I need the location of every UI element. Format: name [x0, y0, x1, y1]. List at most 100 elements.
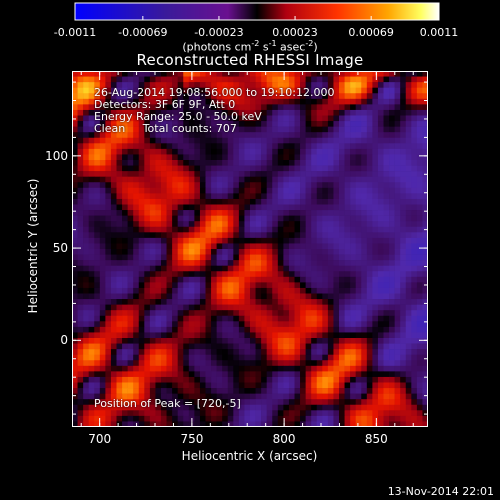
- image-pixel: [233, 415, 240, 422]
- image-pixel: [122, 237, 128, 244]
- image-pixel: [400, 237, 407, 244]
- image-pixel: [366, 154, 373, 161]
- image-pixel: [194, 126, 201, 133]
- image-pixel: [377, 82, 384, 88]
- image-pixel: [416, 148, 423, 155]
- image-pixel: [283, 71, 290, 77]
- image-pixel: [222, 299, 229, 305]
- image-pixel: [199, 410, 206, 417]
- image-pixel: [233, 282, 240, 289]
- image-pixel: [400, 154, 407, 161]
- image-pixel: [238, 371, 245, 378]
- image-pixel: [305, 399, 312, 406]
- image-pixel: [216, 243, 223, 250]
- image-pixel: [138, 148, 145, 155]
- image-pixel: [99, 87, 106, 94]
- image-pixel: [366, 148, 373, 155]
- image-pixel: [194, 393, 201, 400]
- image-pixel: [333, 299, 340, 305]
- image-pixel: [238, 243, 245, 250]
- image-pixel: [383, 115, 390, 122]
- image-pixel: [216, 265, 223, 272]
- image-pixel: [172, 321, 178, 328]
- image-pixel: [372, 260, 379, 266]
- image-pixel: [116, 365, 123, 372]
- image-pixel: [133, 121, 140, 127]
- image-pixel: [99, 204, 106, 211]
- image-pixel: [372, 154, 379, 161]
- image-pixel: [350, 165, 356, 172]
- image-pixel: [344, 276, 351, 283]
- image-pixel: [233, 410, 240, 417]
- image-pixel: [233, 343, 240, 350]
- image-pixel: [411, 404, 418, 411]
- image-pixel: [394, 293, 401, 300]
- image-pixel: [339, 210, 345, 216]
- image-pixel: [222, 315, 229, 322]
- image-pixel: [288, 304, 295, 311]
- image-pixel: [183, 221, 190, 228]
- image-pixel: [83, 343, 89, 350]
- image-pixel: [272, 354, 279, 361]
- image-pixel: [288, 354, 295, 361]
- image-pixel: [327, 221, 334, 228]
- image-pixel: [194, 148, 201, 155]
- image-pixel: [99, 187, 106, 194]
- image-pixel: [238, 132, 245, 139]
- image-pixel: [422, 260, 428, 266]
- image-pixel: [266, 143, 273, 150]
- image-pixel: [294, 104, 301, 111]
- image-pixel: [155, 388, 162, 394]
- image-pixel: [344, 121, 351, 127]
- image-pixel: [177, 265, 184, 272]
- image-pixel: [361, 404, 368, 411]
- image-pixel: [233, 82, 240, 88]
- image-pixel: [183, 310, 190, 317]
- image-pixel: [411, 165, 418, 172]
- image-pixel: [88, 415, 95, 422]
- image-pixel: [350, 404, 356, 411]
- image-pixel: [305, 343, 312, 350]
- image-pixel: [105, 410, 112, 417]
- image-pixel: [133, 276, 140, 283]
- image-pixel: [400, 338, 407, 344]
- image-pixel: [222, 171, 229, 177]
- image-pixel: [277, 193, 284, 200]
- image-pixel: [261, 160, 267, 166]
- image-pixel: [133, 265, 140, 272]
- image-pixel: [400, 360, 407, 367]
- image-pixel: [144, 160, 151, 166]
- image-pixel: [300, 171, 306, 177]
- image-pixel: [383, 148, 390, 155]
- image-pixel: [411, 287, 418, 294]
- image-pixel: [300, 254, 306, 261]
- image-pixel: [305, 321, 312, 328]
- image-pixel: [405, 121, 412, 127]
- image-pixel: [138, 126, 145, 133]
- image-pixel: [272, 93, 279, 100]
- image-pixel: [177, 287, 184, 294]
- image-pixel: [105, 415, 112, 422]
- image-pixel: [339, 304, 345, 311]
- image-pixel: [127, 388, 134, 394]
- image-pixel: [300, 82, 306, 88]
- image-pixel: [83, 76, 89, 83]
- image-pixel: [327, 143, 334, 150]
- image-pixel: [389, 182, 395, 189]
- image-pixel: [194, 354, 201, 361]
- image-pixel: [400, 410, 407, 417]
- image-pixel: [389, 193, 395, 200]
- image-pixel: [277, 154, 284, 161]
- image-pixel: [333, 165, 340, 172]
- image-pixel: [394, 87, 401, 94]
- image-pixel: [261, 132, 267, 139]
- x-tick-label: 850: [364, 432, 388, 446]
- image-pixel: [361, 287, 368, 294]
- image-pixel: [211, 254, 217, 261]
- image-pixel: [316, 232, 323, 239]
- image-pixel: [272, 71, 279, 77]
- image-pixel: [372, 143, 379, 150]
- image-pixel: [216, 132, 223, 139]
- image-pixel: [105, 121, 112, 127]
- image-pixel: [127, 215, 134, 222]
